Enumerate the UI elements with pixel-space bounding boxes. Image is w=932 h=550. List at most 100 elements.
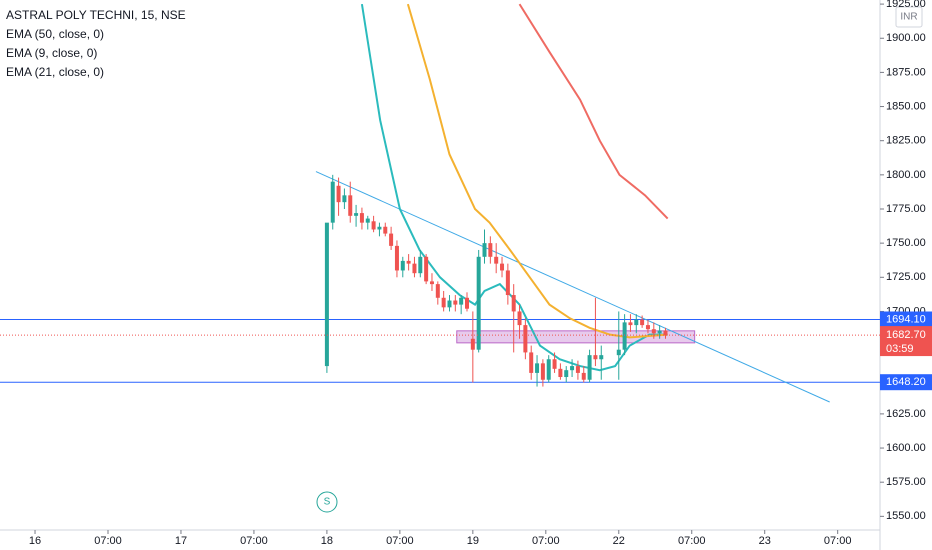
candle-body [389,233,394,246]
candle-body [348,195,353,216]
candle-body [377,226,382,230]
candle-body [564,370,569,378]
ema-line [518,3,669,220]
candle-body [412,263,417,274]
x-tick-label: 07:00 [532,535,560,547]
y-tick-label: 1775.00 [886,203,926,215]
candle-body [558,368,563,378]
chart-title: ASTRAL POLY TECHNI, 15, NSE [6,8,186,22]
candle-body [383,226,388,234]
candle-body [482,243,487,257]
x-tick-label: 07:00 [240,535,268,547]
candle-body [575,366,580,373]
x-tick-label: 23 [759,535,771,547]
candle-body [435,284,440,298]
x-tick-label: 07:00 [824,535,852,547]
candle-body [429,281,434,285]
y-tick-label: 1925.00 [886,0,926,10]
legend-item: EMA (21, close, 0) [6,65,104,79]
candle-body [488,243,493,257]
candle-body [546,359,551,380]
candle-body [517,311,522,326]
candle-body [330,181,335,223]
x-tick-label: 07:00 [386,535,414,547]
y-tick-label: 1825.00 [886,135,926,147]
countdown: 03:59 [886,343,914,355]
candle-body [645,325,650,330]
candle-body [529,352,534,373]
x-tick-label: 16 [29,535,41,547]
candle-body [657,330,662,334]
y-tick-label: 1900.00 [886,32,926,44]
candle-body [354,213,359,216]
legend-item: EMA (50, close, 0) [6,27,104,41]
y-tick-label: 1800.00 [886,169,926,181]
candle-body [651,329,656,334]
trendline [315,171,830,403]
candle-body [470,338,475,350]
candle-body [663,330,668,336]
level-label: 1648.20 [886,376,926,388]
last-price-box [880,326,932,357]
candle-body [464,297,469,309]
y-tick-label: 1850.00 [886,100,926,112]
candle-body [581,372,586,380]
x-tick-label: 17 [175,535,187,547]
currency-box[interactable] [895,6,923,28]
candle-body [447,300,452,308]
candle-body [540,363,545,380]
candle-body [324,222,329,367]
candle-body [359,213,364,223]
candle-body [336,185,341,203]
x-tick-label: 19 [467,535,479,547]
candle-body [634,319,639,326]
candle-body [494,256,499,264]
candle-body [441,297,446,308]
x-tick-label: 18 [321,535,333,547]
candle-body [400,260,405,271]
level-label: 1694.10 [886,313,926,325]
y-tick-label: 1625.00 [886,408,926,420]
candle-body [453,300,458,305]
candle-body [628,322,633,326]
marker-circle[interactable] [316,491,338,513]
candle-body [511,295,516,312]
candle-body [622,322,627,350]
y-tick-label: 1575.00 [886,476,926,488]
marker-label[interactable]: S [324,497,331,508]
candle-body [500,263,505,271]
candle-body [599,355,604,360]
candle-body [593,355,598,360]
candle-body [587,355,592,380]
candle-body [476,256,481,350]
candle-body [365,218,370,223]
candle-body [616,349,621,356]
y-tick-label: 1875.00 [886,66,926,78]
y-tick-label: 1600.00 [886,442,926,454]
last-price-label: 1682.70 [886,329,926,341]
zone [456,330,696,344]
legend-item: EMA (9, close, 0) [6,46,97,60]
candle-body [371,221,376,230]
level-label-box [880,374,932,391]
candle-body [406,260,411,264]
candle-body [640,319,645,326]
x-tick-label: 07:00 [94,535,122,547]
candle-body [459,297,464,305]
candle-body [418,256,423,274]
currency[interactable]: INR [900,12,917,23]
candle-body [505,270,510,296]
candle-body [570,366,575,371]
y-tick-label: 1725.00 [886,271,926,283]
candle-body [552,359,557,369]
candle-body [394,245,399,271]
level-label-box [880,311,932,328]
candle-body [342,195,347,203]
y-tick-label: 1550.00 [886,510,926,522]
candle-body [523,325,528,353]
ema-line [406,3,668,339]
x-tick-label: 07:00 [678,535,706,547]
y-tick-label: 1750.00 [886,237,926,249]
